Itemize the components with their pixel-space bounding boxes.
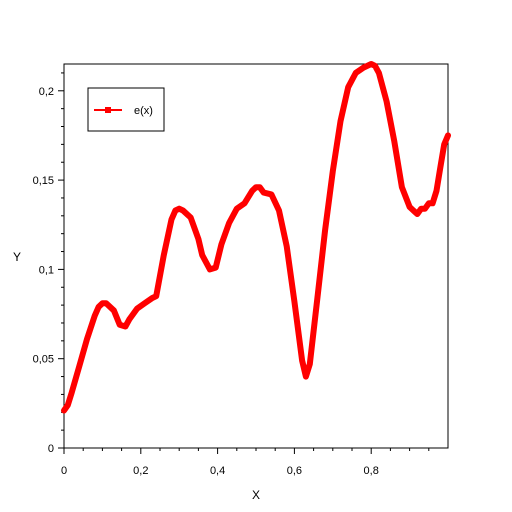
data-point xyxy=(276,207,282,214)
data-point xyxy=(218,241,225,247)
data-point xyxy=(437,164,443,171)
legend-swatch-marker xyxy=(105,107,111,113)
y-tick-label: 0 xyxy=(48,443,54,455)
data-point xyxy=(441,141,447,147)
data-point xyxy=(345,84,351,90)
data-point xyxy=(376,70,382,76)
data-point xyxy=(213,265,219,271)
data-point xyxy=(84,336,90,342)
data-point xyxy=(330,168,336,174)
x-tick-label: 0,8 xyxy=(364,465,379,477)
data-point xyxy=(234,206,240,212)
data-point xyxy=(422,206,428,212)
x-tick-label: 0 xyxy=(61,465,67,477)
data-point xyxy=(61,407,67,414)
data-point xyxy=(180,207,186,214)
x-axis-label: X xyxy=(252,488,260,502)
data-point xyxy=(226,220,232,226)
data-point xyxy=(430,200,436,206)
x-tick-label: 0,2 xyxy=(133,465,148,477)
data-point xyxy=(69,390,75,396)
data-point xyxy=(241,200,248,206)
data-point xyxy=(76,363,82,369)
data-point xyxy=(207,266,213,272)
y-tick-label: 0,1 xyxy=(39,264,54,276)
data-point xyxy=(122,323,129,330)
data-point xyxy=(195,236,201,242)
data-point xyxy=(257,184,263,190)
x-tick-label: 0,6 xyxy=(287,465,302,477)
data-point xyxy=(445,132,451,139)
data-point xyxy=(126,316,132,323)
data-point xyxy=(410,207,417,214)
data-point xyxy=(284,243,290,249)
data-point xyxy=(261,189,267,196)
data-point xyxy=(414,211,420,217)
x-tick-label: 0,4 xyxy=(210,465,225,477)
data-point xyxy=(153,293,159,299)
data-point xyxy=(253,184,259,190)
data-point xyxy=(299,357,305,364)
data-point xyxy=(199,252,205,258)
data-point xyxy=(337,118,344,124)
y-tick-label: 0,2 xyxy=(39,86,54,98)
data-point xyxy=(399,184,405,190)
data-point xyxy=(353,70,359,76)
data-point xyxy=(314,295,321,301)
data-point xyxy=(360,64,367,71)
data-point xyxy=(65,402,71,408)
data-point xyxy=(383,98,390,105)
data-point xyxy=(103,300,109,306)
data-point xyxy=(433,188,440,194)
data-point xyxy=(426,200,432,206)
data-point xyxy=(142,300,148,306)
data-point xyxy=(99,300,105,306)
legend: e(x) xyxy=(87,87,165,132)
data-point xyxy=(161,252,167,258)
data-point xyxy=(268,191,274,197)
y-tick-label: 0,05 xyxy=(33,354,54,366)
data-point xyxy=(322,227,328,233)
data-point xyxy=(372,63,378,69)
data-point xyxy=(188,215,194,221)
data-point xyxy=(95,304,102,310)
y-tick-label: 0,15 xyxy=(33,175,54,187)
y-axis-ticks: 0 0,05 0,1 0,15 0,2 xyxy=(33,72,64,455)
data-point xyxy=(418,206,424,212)
data-point xyxy=(249,188,255,194)
data-point xyxy=(407,204,413,210)
data-point xyxy=(134,306,140,312)
data-point xyxy=(92,313,98,319)
x-axis-ticks: 0 0,2 0,4 0,6 0,8 xyxy=(61,448,430,477)
data-point xyxy=(117,322,123,328)
legend-label: e(x) xyxy=(134,105,153,117)
series-layer xyxy=(61,61,451,414)
y-axis-label: Y xyxy=(13,250,21,264)
data-point xyxy=(111,307,117,314)
data-point xyxy=(303,373,309,380)
data-point xyxy=(391,138,397,144)
data-point xyxy=(291,298,297,305)
data-point xyxy=(307,361,313,367)
data-point xyxy=(168,216,175,222)
